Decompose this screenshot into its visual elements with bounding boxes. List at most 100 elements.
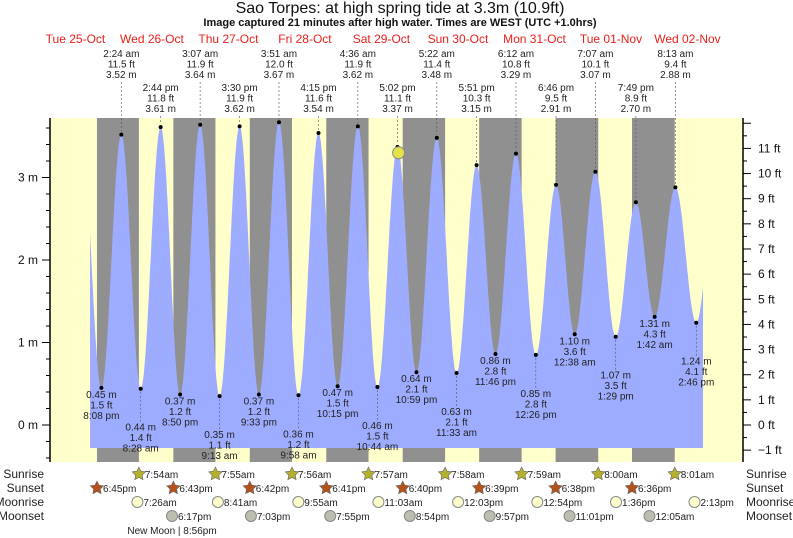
low-tide-point <box>178 392 183 397</box>
high-tide-label: 4:15 pm <box>300 83 336 94</box>
low-tide-label: 10:59 pm <box>396 395 438 406</box>
low-tide-point <box>99 385 104 390</box>
moonset-row-label-left: Moonset <box>0 509 45 523</box>
high-tide-label: 11.9 ft <box>344 60 371 71</box>
high-tide-point <box>276 120 281 125</box>
day-label-name: Sat <box>353 32 374 46</box>
high-tide-point <box>434 135 439 140</box>
moonrise-icon <box>531 496 544 508</box>
high-tide-point <box>554 182 559 187</box>
moonrise-time: 12:54pm <box>543 498 582 509</box>
low-tide-label: 3.5 ft <box>605 381 627 392</box>
moonset-icon <box>165 510 178 522</box>
high-tide-label: 10.8 ft <box>502 60 530 71</box>
day-label: Tue 01-Nov <box>580 32 642 46</box>
chart-subtitle: Image captured 21 minutes after high wat… <box>203 17 597 29</box>
label-leader-lines <box>121 82 697 430</box>
left-tick-label: 1 m <box>18 336 38 350</box>
high-tide-point <box>474 163 479 168</box>
sunrise-icon <box>361 466 376 481</box>
day-label-name: Mon <box>503 32 530 46</box>
chart-title: Sao Torpes: at high spring tide at 3.3m … <box>236 0 565 17</box>
low-tide-point <box>572 332 577 337</box>
low-tide-label: 2:46 pm <box>678 378 714 389</box>
axes: 0 m 1 m 2 m 3 m −1 ft 0 ft 1 ft 2 ft 3 ft 4 ft 5 f… <box>18 118 782 462</box>
low-tide-point <box>414 370 419 375</box>
high-tide-label: 11.5 ft <box>108 60 135 71</box>
low-tide-label: 9:58 am <box>280 450 316 461</box>
low-tide-label: 1.5 ft <box>90 400 112 411</box>
day-label: Sat 29-Oct <box>353 32 411 46</box>
day-label-name: Tue <box>46 32 70 46</box>
low-tide-label: 0.37 m <box>165 396 196 407</box>
low-tide-point <box>217 394 222 399</box>
high-tide-label: 3.67 m <box>264 70 295 81</box>
right-tick-label: 10 ft <box>758 167 782 181</box>
low-tide-point <box>652 314 657 319</box>
sunrise-icon <box>590 466 606 481</box>
high-tide-label: 4:36 am <box>340 49 376 60</box>
sunset-icon <box>166 480 181 495</box>
low-tide-label: 3.6 ft <box>564 347 586 358</box>
high-tide-label: 2.91 m <box>541 104 572 115</box>
high-tide-label: 3:30 pm <box>222 83 258 94</box>
day-label-date: 28-Oct <box>296 32 333 46</box>
high-tide-label: 11.8 ft <box>147 94 174 105</box>
moonset-time: 6:17pm <box>178 512 211 523</box>
high-tide-point <box>513 151 518 156</box>
day-label: Tue 25-Oct <box>46 32 106 46</box>
sunset-icon <box>624 480 640 495</box>
sunset-icon <box>242 480 258 495</box>
moonset-icon <box>563 510 576 522</box>
high-tide-label: 3.61 m <box>145 104 176 115</box>
low-tide-label: 1.2 ft <box>287 440 309 451</box>
moonrise-icon <box>452 496 465 508</box>
low-tide-label: 4.3 ft <box>643 329 665 340</box>
day-label-name: Tue <box>580 32 604 46</box>
moonrise-time: 8:41am <box>224 498 257 509</box>
high-tide-label: 11.1 ft <box>384 94 411 105</box>
day-label: Mon 31-Oct <box>503 32 566 46</box>
high-tide-label: 3.07 m <box>580 70 611 81</box>
right-tick-label: −1 ft <box>758 443 782 457</box>
moonrise-icon <box>372 496 385 508</box>
left-tick-label: 0 m <box>18 418 38 432</box>
low-tide-label: 0.35 m <box>204 430 235 441</box>
high-tide-label: 9.4 ft <box>664 60 686 71</box>
high-tide-point <box>198 122 203 127</box>
sunset-time: 6:36pm <box>638 484 671 495</box>
high-tide-label: 10.1 ft <box>581 60 609 71</box>
low-tide-label: 1.10 m <box>559 336 590 347</box>
low-tide-label: 9:13 am <box>202 451 238 462</box>
low-tide-label: 1.5 ft <box>326 399 348 410</box>
sunset-time: 6:41pm <box>332 484 365 495</box>
left-tick-label: 2 m <box>18 253 38 267</box>
low-tide-label: 1.31 m <box>639 319 670 330</box>
low-tide-label: 1.4 ft <box>130 433 152 444</box>
low-tide-point <box>256 392 261 397</box>
low-tide-label: 8:08 pm <box>83 411 119 422</box>
right-tick-label: 9 ft <box>758 192 775 206</box>
high-tide-point <box>593 169 598 174</box>
low-tide-label: 0.45 m <box>86 390 117 401</box>
moonset-icon <box>483 510 496 522</box>
high-tide-label: 2.70 m <box>621 104 652 115</box>
low-tide-point <box>138 386 143 391</box>
moonrise-time: 11:03am <box>384 498 422 509</box>
high-tide-label: 3.48 m <box>422 70 453 81</box>
low-tide-label: 9:33 pm <box>241 417 277 428</box>
low-tide-point <box>454 371 459 376</box>
high-tide-label: 5:51 pm <box>459 83 495 94</box>
high-tide-label: 5:02 pm <box>379 83 415 94</box>
day-label-name: Wed <box>120 32 148 46</box>
day-label-name: Thu <box>198 32 222 46</box>
low-tide-label: 11:46 pm <box>475 377 516 388</box>
moonset-icon <box>403 510 416 522</box>
day-label: Wed 02-Nov <box>654 32 720 46</box>
right-tick-label: 5 ft <box>758 292 775 306</box>
high-tide-label: 12.0 ft <box>265 60 293 71</box>
high-tide-label: 2.88 m <box>660 70 691 81</box>
day-label: Fri 28-Oct <box>278 32 332 46</box>
sunset-time: 6:40pm <box>409 484 442 495</box>
moonrise-time: 1:36pm <box>622 498 655 509</box>
